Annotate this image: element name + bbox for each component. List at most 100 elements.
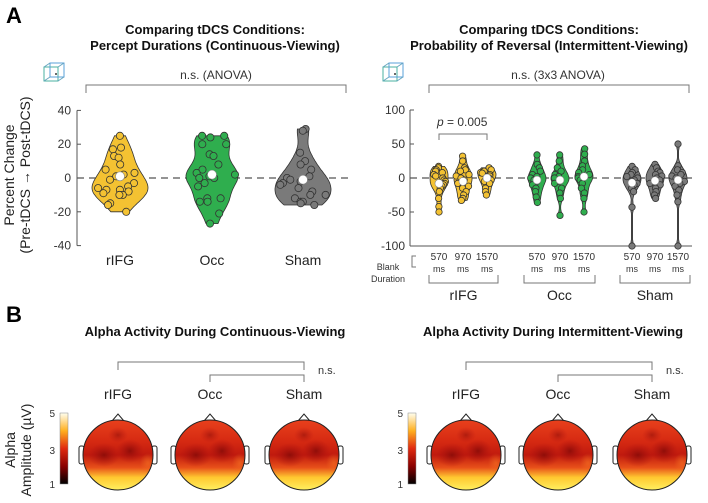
low-amplitude-region (302, 439, 330, 463)
significance-annotation: n.s. (666, 365, 684, 377)
anova-annotation: n.s. (ANOVA) (180, 68, 252, 82)
violin-occ-1570 (574, 145, 594, 216)
data-point (673, 191, 681, 199)
median-marker (579, 172, 589, 181)
duration-unit-label: ms (531, 264, 543, 274)
nose-icon (645, 413, 659, 422)
data-point (536, 167, 545, 175)
y-tick-label: -20 (54, 205, 72, 219)
data-point (220, 131, 229, 140)
data-point (101, 165, 110, 174)
data-point (435, 188, 443, 196)
duration-unit-label: ms (649, 264, 661, 274)
comparison-bracket-outer (465, 361, 653, 370)
duration-unit-label: ms (672, 264, 684, 274)
colorbar-label-line2: Amplitude (µV) (18, 404, 34, 497)
data-point (108, 145, 117, 154)
data-point (104, 200, 113, 209)
data-point (674, 242, 682, 250)
median-marker (115, 171, 125, 182)
data-point (194, 182, 203, 191)
nose-icon (459, 413, 473, 422)
data-point (435, 208, 443, 216)
chart-title-line1: Comparing tDCS Conditions: (459, 22, 639, 37)
y-tick-label: 50 (392, 137, 406, 151)
low-amplitude-region (548, 427, 568, 443)
data-point (321, 190, 330, 199)
anova-bracket (428, 84, 690, 93)
data-point (130, 168, 139, 177)
data-point (533, 198, 542, 207)
data-point (629, 188, 638, 196)
violin-sham-970 (645, 160, 666, 202)
p-symbol: p (436, 115, 444, 129)
colorbar-label-line1: Alpha (2, 432, 18, 468)
p-value-bracket (438, 133, 488, 140)
data-point (310, 200, 319, 209)
median-marker (207, 169, 217, 180)
data-point (434, 194, 443, 202)
y-axis-label-line1: Percent Change (1, 124, 17, 225)
violin-sham-570 (622, 162, 642, 250)
topomap-surface (269, 420, 339, 490)
duration-unit-label: ms (626, 264, 638, 274)
median-marker (434, 179, 444, 188)
topomap-surface (83, 420, 153, 490)
colorbar-tick-label: 3 (49, 446, 55, 457)
colorbar-tick-label: 5 (397, 409, 403, 420)
data-point (114, 153, 123, 162)
data-point (115, 131, 124, 140)
data-point (296, 160, 305, 169)
group-bracket (428, 275, 499, 284)
anova-bracket (85, 84, 347, 93)
data-point (230, 170, 239, 179)
violin-rifg-970 (452, 152, 473, 204)
x-category-label: Occ (200, 252, 225, 268)
low-amplitude-region (294, 427, 314, 443)
head-outline (616, 419, 688, 491)
head-outline (82, 419, 154, 491)
nose-icon (203, 413, 217, 422)
low-amplitude-region (180, 443, 212, 467)
data-point (215, 209, 224, 218)
data-point (216, 194, 225, 203)
chart-title-line2: Percept Durations (Continuous-Viewing) (90, 38, 340, 53)
data-point (286, 175, 295, 184)
low-amplitude-region (464, 439, 492, 463)
alpha-continuous-topomaps: Alpha Activity During Continuous-Viewing… (2, 324, 345, 496)
chart-title-line1: Comparing tDCS Conditions: (125, 22, 305, 37)
topomap-surface (617, 420, 687, 490)
colorbar-tick-label: 1 (397, 480, 403, 491)
median-marker (298, 174, 308, 185)
median-marker (627, 178, 637, 188)
low-amplitude-region (456, 427, 476, 443)
colorbar-tick-label: 5 (49, 409, 55, 420)
duration-tick-label: 1570 (667, 252, 690, 263)
data-point (294, 184, 303, 193)
data-point (115, 190, 124, 199)
topomap-title: Alpha Activity During Continuous-Viewing (85, 324, 346, 339)
y-tick-label: 0 (398, 171, 405, 185)
data-point (432, 172, 440, 180)
y-tick-label: -50 (388, 205, 406, 219)
data-point (628, 242, 636, 250)
low-amplitude-region (622, 443, 654, 467)
data-point (556, 194, 565, 202)
head-outline (522, 419, 594, 491)
data-point (203, 197, 212, 206)
data-point (124, 187, 133, 196)
x-category-label: Sham (285, 252, 322, 268)
topomap-rifg (78, 413, 158, 491)
p-value: = 0.005 (444, 115, 488, 129)
colorbar-tick-label: 3 (397, 446, 403, 457)
duration-tick-label: 970 (647, 252, 664, 263)
violin-occ-970 (550, 151, 570, 219)
data-point (122, 207, 131, 216)
topomap-surface (431, 420, 501, 490)
duration-unit-label: ms (578, 264, 590, 274)
low-amplitude-region (200, 427, 220, 443)
condition-label: rIFG (452, 386, 480, 402)
data-point (276, 180, 285, 189)
group-label: rIFG (450, 287, 478, 303)
data-point (198, 140, 207, 149)
